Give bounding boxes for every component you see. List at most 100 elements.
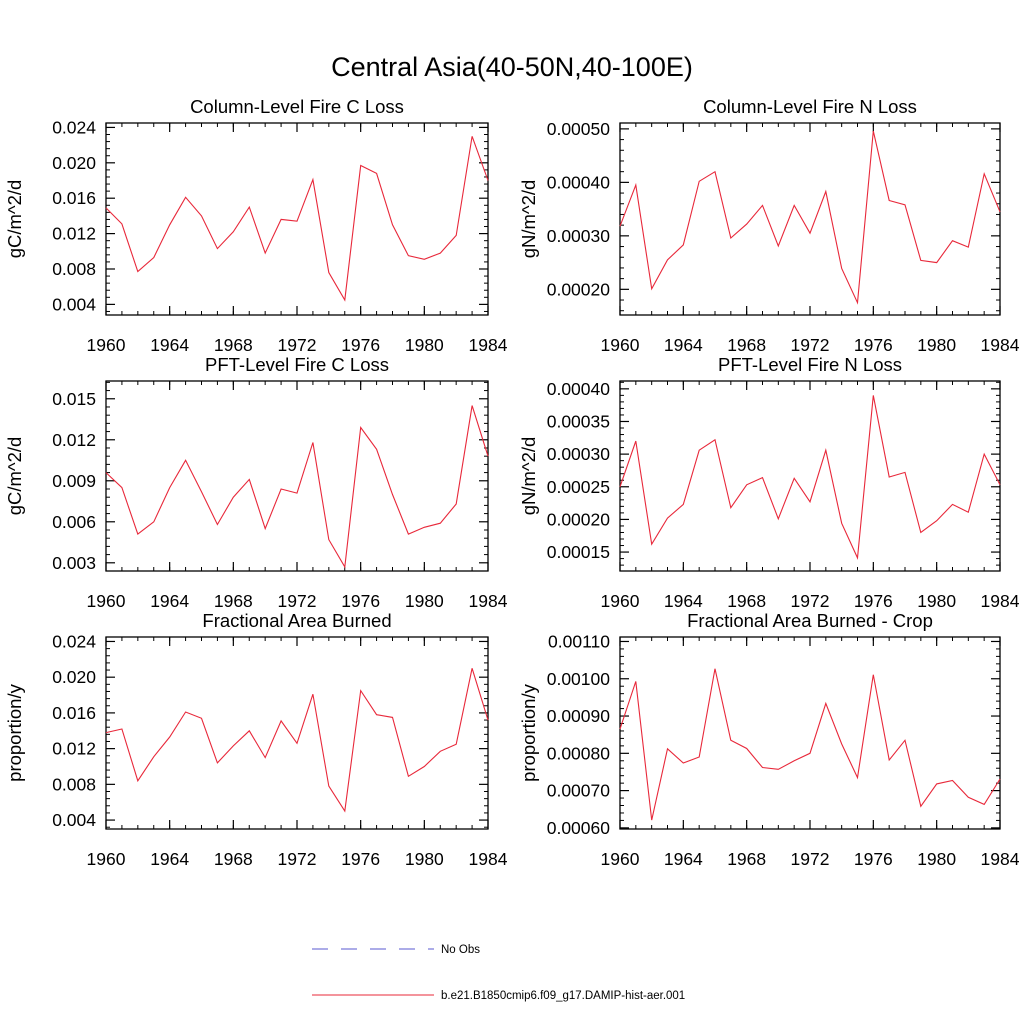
y-tick-label: 0.00040 (547, 379, 611, 399)
x-tick-label: 1984 (981, 335, 1020, 355)
y-tick-label: 0.006 (52, 512, 96, 532)
x-tick-label: 1984 (981, 591, 1020, 611)
y-tick-label: 0.016 (52, 188, 96, 208)
y-tick-label: 0.020 (52, 153, 96, 173)
x-tick-label: 1976 (341, 335, 380, 355)
plot-frame (105, 122, 489, 316)
x-tick-label: 1980 (917, 849, 956, 869)
y-tick-label: 0.00050 (547, 119, 611, 139)
panel-title: Column-Level Fire C Loss (190, 96, 404, 117)
y-tick-label: 0.00040 (547, 172, 611, 192)
x-tick-label: 1964 (664, 335, 703, 355)
x-tick-label: 1976 (854, 849, 893, 869)
y-tick-label: 0.003 (52, 553, 96, 573)
legend-item-1: No Obs (312, 944, 480, 956)
y-tick-label: 0.020 (52, 667, 96, 687)
x-tick-label: 1972 (791, 591, 830, 611)
x-tick-label: 1964 (150, 591, 189, 611)
y-axis-label: gN/m^2/d (518, 180, 539, 259)
figure-title: Central Asia(40-50N,40-100E) (331, 52, 693, 82)
panels-grid: Column-Level Fire C Loss gC/m^2/d 1960 1964… (4, 96, 1020, 869)
x-tick-label: 1964 (150, 849, 189, 869)
y-tick-label: 0.00015 (547, 542, 610, 562)
x-tick-label: 1976 (341, 591, 380, 611)
y-tick-label: 0.00080 (547, 743, 611, 763)
x-tick-label: 1972 (791, 335, 830, 355)
x-tick-label: 1968 (727, 849, 766, 869)
x-tick-label: 1984 (981, 849, 1020, 869)
y-tick-label: 0.012 (52, 224, 96, 244)
panel-title: Column-Level Fire N Loss (703, 96, 917, 117)
chart-panel-2: Column-Level Fire N Loss gN/m^2/d 1960 1964… (518, 96, 1020, 355)
y-axis-label: proportion/y (518, 683, 539, 781)
x-tick-label: 1960 (87, 335, 126, 355)
x-tick-label: 1960 (601, 849, 640, 869)
series-line-1 (105, 136, 489, 302)
y-tick-label: 0.00090 (547, 706, 611, 726)
x-tick-label: 1984 (469, 849, 508, 869)
x-tick-label: 1968 (214, 849, 253, 869)
plot-frame (619, 636, 1001, 830)
legend: No Obs b.e21.B1850cmip6.f09_g17.DAMIP-his… (312, 944, 685, 1002)
y-tick-label: 0.008 (52, 774, 96, 794)
x-tick-label: 1968 (214, 335, 253, 355)
x-tick-label: 1984 (469, 591, 508, 611)
y-tick-label: 0.009 (52, 471, 96, 491)
y-axis-label: proportion/y (4, 683, 25, 781)
chart-panel-3: PFT-Level Fire C Loss gC/m^2/d 1960 1964 196… (4, 354, 508, 611)
x-tick-label: 1960 (601, 335, 640, 355)
x-tick-label: 1980 (917, 591, 956, 611)
x-tick-label: 1960 (87, 591, 126, 611)
y-axis-label: gN/m^2/d (518, 437, 539, 516)
y-tick-label: 0.016 (52, 703, 96, 723)
x-tick-label: 1960 (87, 849, 126, 869)
series-line-1 (619, 395, 1001, 560)
chart-panel-6: Fractional Area Burned - Crop proportion/… (518, 610, 1020, 869)
x-tick-label: 1976 (854, 335, 893, 355)
y-tick-label: 0.004 (52, 810, 96, 830)
chart-panel-4: PFT-Level Fire N Loss gN/m^2/d 1960 1964 196… (518, 354, 1020, 611)
y-tick-label: 0.00110 (548, 631, 610, 651)
series-line-1 (619, 668, 1001, 821)
y-axis-label: gC/m^2/d (4, 180, 25, 259)
x-tick-label: 1972 (278, 335, 317, 355)
y-tick-label: 0.024 (52, 117, 96, 137)
plot-frame (105, 636, 489, 830)
x-tick-label: 1968 (727, 335, 766, 355)
x-tick-label: 1972 (278, 849, 317, 869)
x-tick-label: 1976 (341, 849, 380, 869)
series-line-1 (105, 405, 489, 569)
chart-panel-1: Column-Level Fire C Loss gC/m^2/d 1960 1964… (4, 96, 508, 355)
x-tick-label: 1964 (664, 591, 703, 611)
plot-frame (619, 122, 1001, 316)
panel-title: Fractional Area Burned (202, 610, 391, 631)
x-tick-label: 1980 (917, 335, 956, 355)
y-tick-label: 0.00100 (547, 669, 611, 689)
y-tick-label: 0.012 (52, 430, 96, 450)
plot-frame (619, 380, 1001, 572)
legend-item-2: b.e21.B1850cmip6.f09_g17.DAMIP-hist-aer.… (312, 990, 685, 1002)
x-tick-label: 1980 (405, 591, 444, 611)
x-tick-label: 1980 (405, 335, 444, 355)
panel-title: PFT-Level Fire C Loss (205, 354, 389, 375)
x-tick-label: 1980 (405, 849, 444, 869)
y-tick-label: 0.00020 (547, 509, 611, 529)
chart-panel-5: Fractional Area Burned proportion/y 1960 19… (4, 610, 508, 869)
y-tick-label: 0.024 (52, 631, 96, 651)
y-tick-label: 0.00030 (547, 226, 611, 246)
plot-frame (105, 380, 489, 572)
x-tick-label: 1960 (601, 591, 640, 611)
series-line-1 (619, 130, 1001, 305)
x-tick-label: 1976 (854, 591, 893, 611)
x-tick-label: 1972 (278, 591, 317, 611)
legend-label: No Obs (441, 944, 480, 956)
series-line-1 (105, 668, 489, 813)
y-tick-label: 0.00020 (547, 279, 611, 299)
x-tick-label: 1964 (664, 849, 703, 869)
y-tick-label: 0.012 (52, 739, 96, 759)
y-tick-label: 0.00060 (547, 818, 611, 838)
x-tick-label: 1984 (469, 335, 508, 355)
panel-title: PFT-Level Fire N Loss (718, 354, 902, 375)
x-tick-label: 1972 (791, 849, 830, 869)
